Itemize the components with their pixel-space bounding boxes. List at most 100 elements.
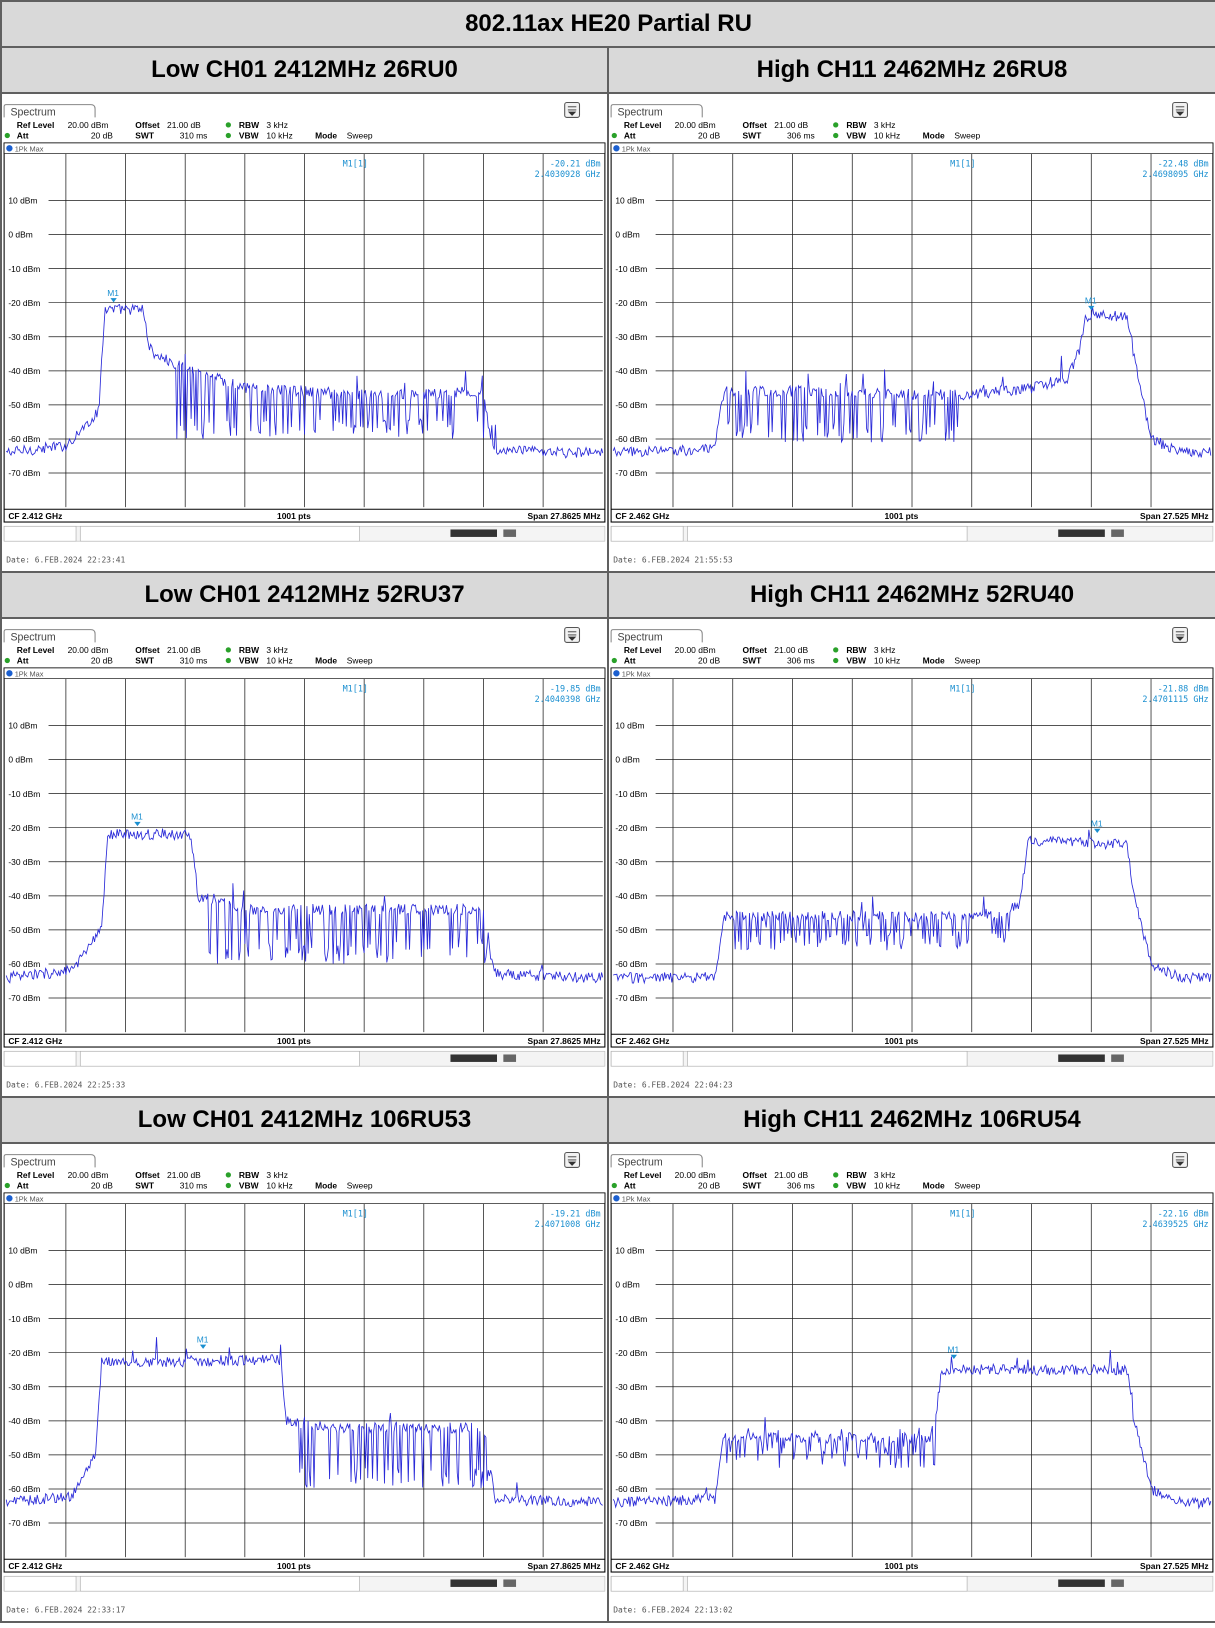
trace-icon: [6, 145, 12, 151]
setting-text: SWT: [135, 656, 155, 666]
points-label: 1001 pts: [277, 511, 311, 521]
marker-tag: M1: [1091, 819, 1103, 829]
marker-frequency: 2.4639525 GHz: [1142, 1220, 1208, 1230]
y-tick-label: -50 dBm: [8, 1450, 40, 1460]
y-tick-label: 0 dBm: [615, 230, 639, 240]
status-field: [687, 526, 967, 541]
setting-text: Ref Level: [624, 120, 662, 130]
marker-value: -22.16 dBm: [1158, 1209, 1209, 1219]
spectrum-tab-label: Spectrum: [617, 1156, 662, 1168]
setting-text: RBW: [846, 1170, 866, 1180]
trace-bar: [611, 143, 1213, 154]
y-tick-label: -70 dBm: [8, 468, 40, 478]
trace-bar: [4, 143, 605, 154]
setting-text: Mode: [923, 656, 945, 666]
center-frequency: CF 2.462 GHz: [615, 1036, 669, 1046]
progress-bar: [450, 529, 497, 536]
status-dot-icon: [833, 133, 838, 138]
status-dot-icon: [833, 647, 838, 652]
spectrum-cell: Spectrum Ref Level 20.00 dBm Offset 21.00 dB…: [1, 1143, 608, 1622]
setting-text: VBW: [846, 1181, 866, 1191]
marker-readout-label: M1[1]: [950, 1209, 975, 1219]
setting-text: 20 dB: [91, 1181, 113, 1191]
panel-heading: High CH11 2462MHz 106RU54: [608, 1097, 1215, 1143]
setting-text: 310 ms: [180, 131, 208, 141]
setting-text: 20.00 dBm: [68, 645, 109, 655]
center-frequency: CF 2.412 GHz: [8, 511, 62, 521]
setting-text: 21.00 dB: [167, 120, 201, 130]
setting-text: Offset: [742, 1170, 767, 1180]
trace-icon: [613, 145, 619, 151]
y-tick-label: -30 dBm: [8, 1382, 40, 1392]
setting-text: 10 kHz: [874, 131, 900, 141]
setting-text: Ref Level: [17, 120, 55, 130]
setting-text: Sweep: [954, 131, 980, 141]
spectrum-screenshot: Spectrum Ref Level 20.00 dBm Offset 21.00 dB…: [2, 94, 607, 571]
spectrum-cell: Spectrum Ref Level 20.00 dBm Offset 21.00 dB…: [1, 93, 608, 572]
status-dot-icon: [612, 133, 617, 138]
trace-icon: [6, 1195, 12, 1201]
progress-bar: [450, 1579, 497, 1586]
marker-readout-label: M1[1]: [343, 158, 368, 168]
trace-label: 1Pk Max: [622, 669, 651, 678]
y-tick-label: -20 dBm: [615, 823, 647, 833]
status-field: [80, 1576, 359, 1591]
trace-icon: [613, 1195, 619, 1201]
marker-frequency: 2.4698095 GHz: [1142, 170, 1208, 180]
trace-icon: [6, 670, 12, 676]
panel-heading: Low CH01 2412MHz 106RU53: [1, 1097, 608, 1143]
spectrum-tab-label: Spectrum: [617, 106, 662, 118]
status-field: [80, 526, 359, 541]
status-dot-icon: [5, 133, 10, 138]
spectrum-tab-label: Spectrum: [10, 1156, 55, 1168]
status-dot-icon: [833, 1172, 838, 1177]
marker-frequency: 2.4040398 GHz: [535, 694, 601, 704]
setting-text: Mode: [315, 131, 337, 141]
setting-text: Offset: [135, 645, 160, 655]
y-tick-label: -60 dBm: [615, 434, 647, 444]
y-tick-label: -30 dBm: [615, 857, 647, 867]
spectrum-screenshot: Spectrum Ref Level 20.00 dBm Offset 21.00 dB…: [609, 619, 1215, 1096]
capture-date: Date: 6.FEB.2024 22:33:17: [6, 1605, 125, 1614]
setting-text: 20 dB: [698, 1181, 720, 1191]
span-label: Span 27.8625 MHz: [527, 1561, 600, 1571]
setting-text: 310 ms: [180, 656, 208, 666]
status-field: [687, 1576, 967, 1591]
setting-text: 20.00 dBm: [675, 645, 716, 655]
setting-text: 3 kHz: [266, 1170, 288, 1180]
marker-value: -19.85 dBm: [550, 683, 601, 693]
status-icon: [503, 1054, 516, 1061]
marker-frequency: 2.4701115 GHz: [1142, 695, 1208, 705]
status-field: [611, 526, 683, 541]
status-dot-icon: [226, 1183, 231, 1188]
y-tick-label: -60 dBm: [615, 959, 647, 969]
status-field: [611, 1576, 683, 1591]
status-dot-icon: [226, 122, 231, 127]
center-frequency: CF 2.462 GHz: [615, 1561, 669, 1571]
setting-text: Sweep: [347, 1181, 373, 1191]
status-dot-icon: [226, 647, 231, 652]
y-tick-label: -60 dBm: [615, 1484, 647, 1494]
setting-text: 20.00 dBm: [68, 120, 109, 130]
setting-text: Offset: [135, 120, 160, 130]
marker-value: -21.88 dBm: [1158, 684, 1209, 694]
capture-date: Date: 6.FEB.2024 22:04:23: [613, 1080, 733, 1089]
y-tick-label: -10 dBm: [615, 789, 647, 799]
y-tick-label: -30 dBm: [8, 332, 40, 342]
setting-text: SWT: [742, 1181, 762, 1191]
marker-value: -22.48 dBm: [1158, 159, 1209, 169]
status-field: [687, 1051, 967, 1066]
y-tick-label: -20 dBm: [8, 298, 40, 308]
y-tick-label: -40 dBm: [615, 366, 647, 376]
setting-text: Mode: [315, 656, 337, 666]
trace-bar: [4, 1193, 605, 1204]
y-tick-label: -70 dBm: [615, 1518, 647, 1528]
progress-bar: [1058, 1054, 1105, 1061]
status-dot-icon: [226, 1172, 231, 1177]
y-tick-label: -10 dBm: [8, 789, 40, 799]
y-tick-label: 0 dBm: [8, 230, 32, 240]
center-frequency: CF 2.412 GHz: [8, 1561, 62, 1571]
spectrum-cell: Spectrum Ref Level 20.00 dBm Offset 21.00 dB…: [608, 93, 1215, 572]
trace-label: 1Pk Max: [622, 1194, 651, 1203]
spectrum-screenshot: Spectrum Ref Level 20.00 dBm Offset 21.00 dB…: [609, 94, 1215, 571]
